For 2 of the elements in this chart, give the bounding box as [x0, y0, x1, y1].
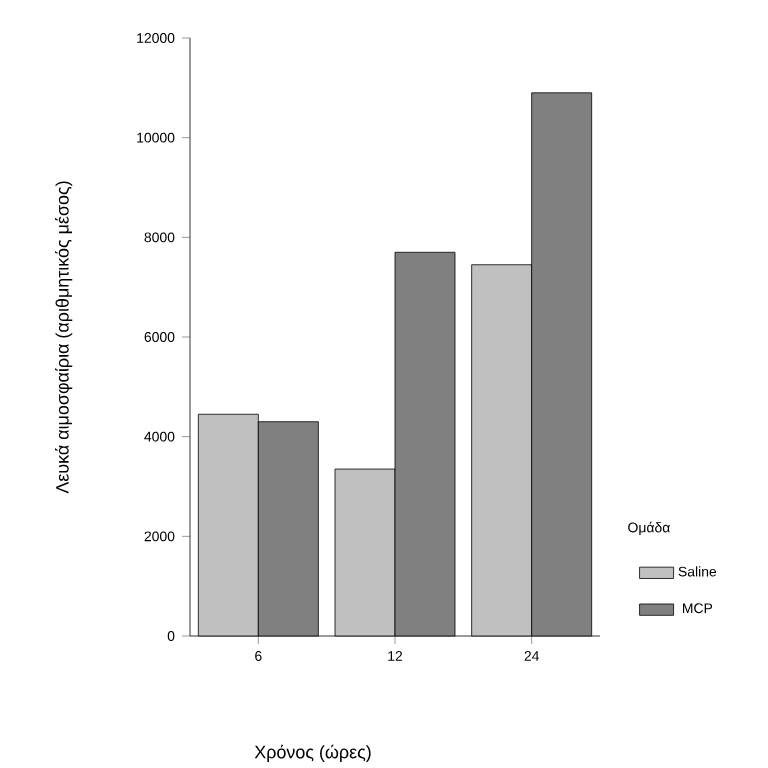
x-axis-title: Χρόνος (ώρες) — [254, 744, 371, 762]
y-axis-title: Λευκά αιμοσφαίρια (αριθμητικός μέσος) — [55, 181, 73, 494]
